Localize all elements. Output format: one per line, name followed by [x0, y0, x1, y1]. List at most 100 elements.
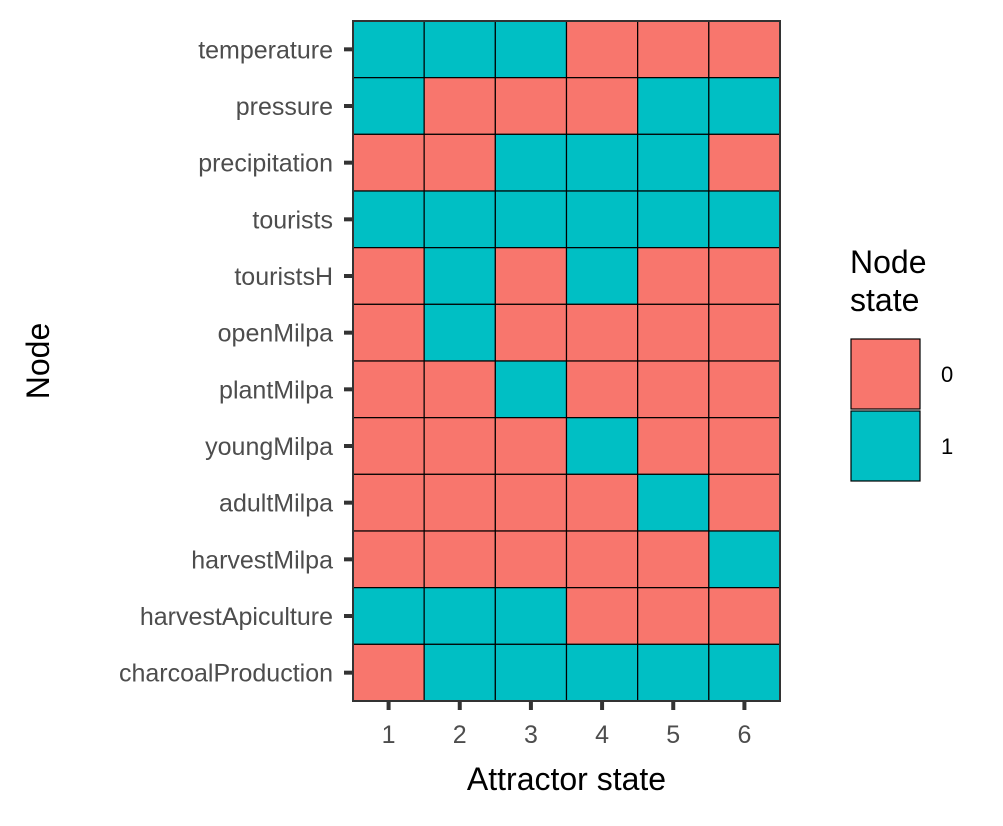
panel-border	[352, 20, 781, 702]
heatmap-cell	[494, 360, 568, 419]
heatmap-cell	[352, 77, 425, 135]
heatmap-cell	[708, 360, 781, 419]
y-tick-label: harvestMilpa	[191, 546, 333, 574]
heatmap-cell	[637, 247, 710, 305]
heatmap-cell	[352, 133, 425, 192]
heatmap-cell	[494, 247, 568, 305]
heatmap-cell	[494, 530, 568, 589]
heatmap-cell	[423, 417, 496, 475]
heatmap-cell	[494, 190, 568, 249]
y-tick-label: charcoalProduction	[119, 660, 333, 688]
heatmap-cell	[352, 20, 425, 79]
y-tick-label: tourists	[252, 206, 333, 234]
heatmap-cell	[565, 20, 639, 79]
y-tick-label: harvestApiculture	[140, 603, 333, 631]
heatmap-cell	[565, 587, 639, 645]
x-tick-label: 1	[382, 721, 396, 749]
heatmap-cell	[565, 473, 639, 532]
heatmap-cell	[423, 190, 496, 249]
heatmap-cell	[494, 77, 568, 135]
heatmap-cell	[565, 643, 639, 702]
x-tick-label: 4	[595, 721, 609, 749]
heatmap-cell	[637, 643, 710, 702]
heatmap-cell	[423, 473, 496, 532]
y-tick-label: adultMilpa	[219, 490, 333, 518]
heatmap-cell	[708, 643, 781, 702]
heatmap-cell	[423, 77, 496, 135]
legend-label: 0	[941, 362, 953, 387]
heatmap-cell	[352, 247, 425, 305]
heatmap-cell	[565, 530, 639, 589]
heatmap-cell	[708, 303, 781, 362]
x-tick-label: 5	[666, 721, 680, 749]
heatmap-cell	[637, 77, 710, 135]
heatmap-cell	[352, 303, 425, 362]
heatmap-cell	[708, 77, 781, 135]
y-tick-label: touristsH	[234, 263, 333, 291]
legend-label: 1	[941, 434, 953, 459]
heatmap-cell	[352, 190, 425, 249]
heatmap-cell	[352, 587, 425, 645]
heatmap-cell	[352, 530, 425, 589]
heatmap-cells	[352, 20, 781, 702]
heatmap-cell	[637, 473, 710, 532]
y-tick-label: openMilpa	[218, 320, 333, 348]
y-tick-label: temperature	[198, 36, 333, 64]
heatmap-cell	[565, 77, 639, 135]
x-axis-title: Attractor state	[467, 761, 666, 797]
heatmap-cell	[637, 190, 710, 249]
y-tick-label: plantMilpa	[219, 376, 333, 404]
heatmap-cell	[352, 360, 425, 419]
heatmap-cell	[494, 303, 568, 362]
heatmap-cell	[352, 417, 425, 475]
x-tick-label: 3	[524, 721, 538, 749]
heatmap-cell	[565, 303, 639, 362]
heatmap-cell	[637, 587, 710, 645]
heatmap-cell	[565, 247, 639, 305]
x-tick-label: 6	[737, 721, 751, 749]
x-tick-label: 2	[453, 721, 467, 749]
heatmap-cell	[708, 247, 781, 305]
heatmap-cell	[423, 20, 496, 79]
y-tick-label: precipitation	[198, 150, 333, 178]
heatmap-cell	[494, 473, 568, 532]
heatmap-cell	[637, 20, 710, 79]
legend-key	[850, 410, 921, 482]
heatmap-cell	[423, 303, 496, 362]
heatmap-cell	[708, 20, 781, 79]
legend-title-line: Node	[850, 244, 927, 280]
heatmap-cell	[423, 133, 496, 192]
x-axis: 1 2 3 4 5 6	[382, 701, 751, 749]
heatmap-cell	[565, 360, 639, 419]
heatmap-cell	[494, 417, 568, 475]
heatmap-cell	[494, 20, 568, 79]
heatmap-cell	[423, 643, 496, 702]
heatmap-cell	[352, 473, 425, 532]
heatmap-cell	[637, 360, 710, 419]
heatmap-cell	[708, 133, 781, 192]
heatmap-cell	[637, 303, 710, 362]
y-tick-label: pressure	[236, 93, 333, 121]
legend-key	[850, 338, 921, 410]
heatmap-cell	[423, 247, 496, 305]
heatmap-cell	[565, 133, 639, 192]
y-axis-title: Node	[20, 323, 56, 400]
heatmap-cell	[708, 473, 781, 532]
heatmap-cell	[637, 530, 710, 589]
y-tick-label: youngMilpa	[205, 433, 333, 461]
heatmap-cell	[352, 643, 425, 702]
heatmap-cell	[565, 190, 639, 249]
heatmap-cell	[708, 587, 781, 645]
heatmap-cell	[637, 133, 710, 192]
heatmap-cell	[708, 190, 781, 249]
heatmap-cell	[565, 417, 639, 475]
heatmap-cell	[423, 587, 496, 645]
heatmap-cell	[494, 133, 568, 192]
heatmap-cell	[423, 360, 496, 419]
heatmap-cell	[708, 530, 781, 589]
heatmap-cell	[637, 417, 710, 475]
y-axis: temperature pressure precipitation tourists…	[119, 36, 353, 688]
legend-title-line: state	[850, 282, 919, 318]
